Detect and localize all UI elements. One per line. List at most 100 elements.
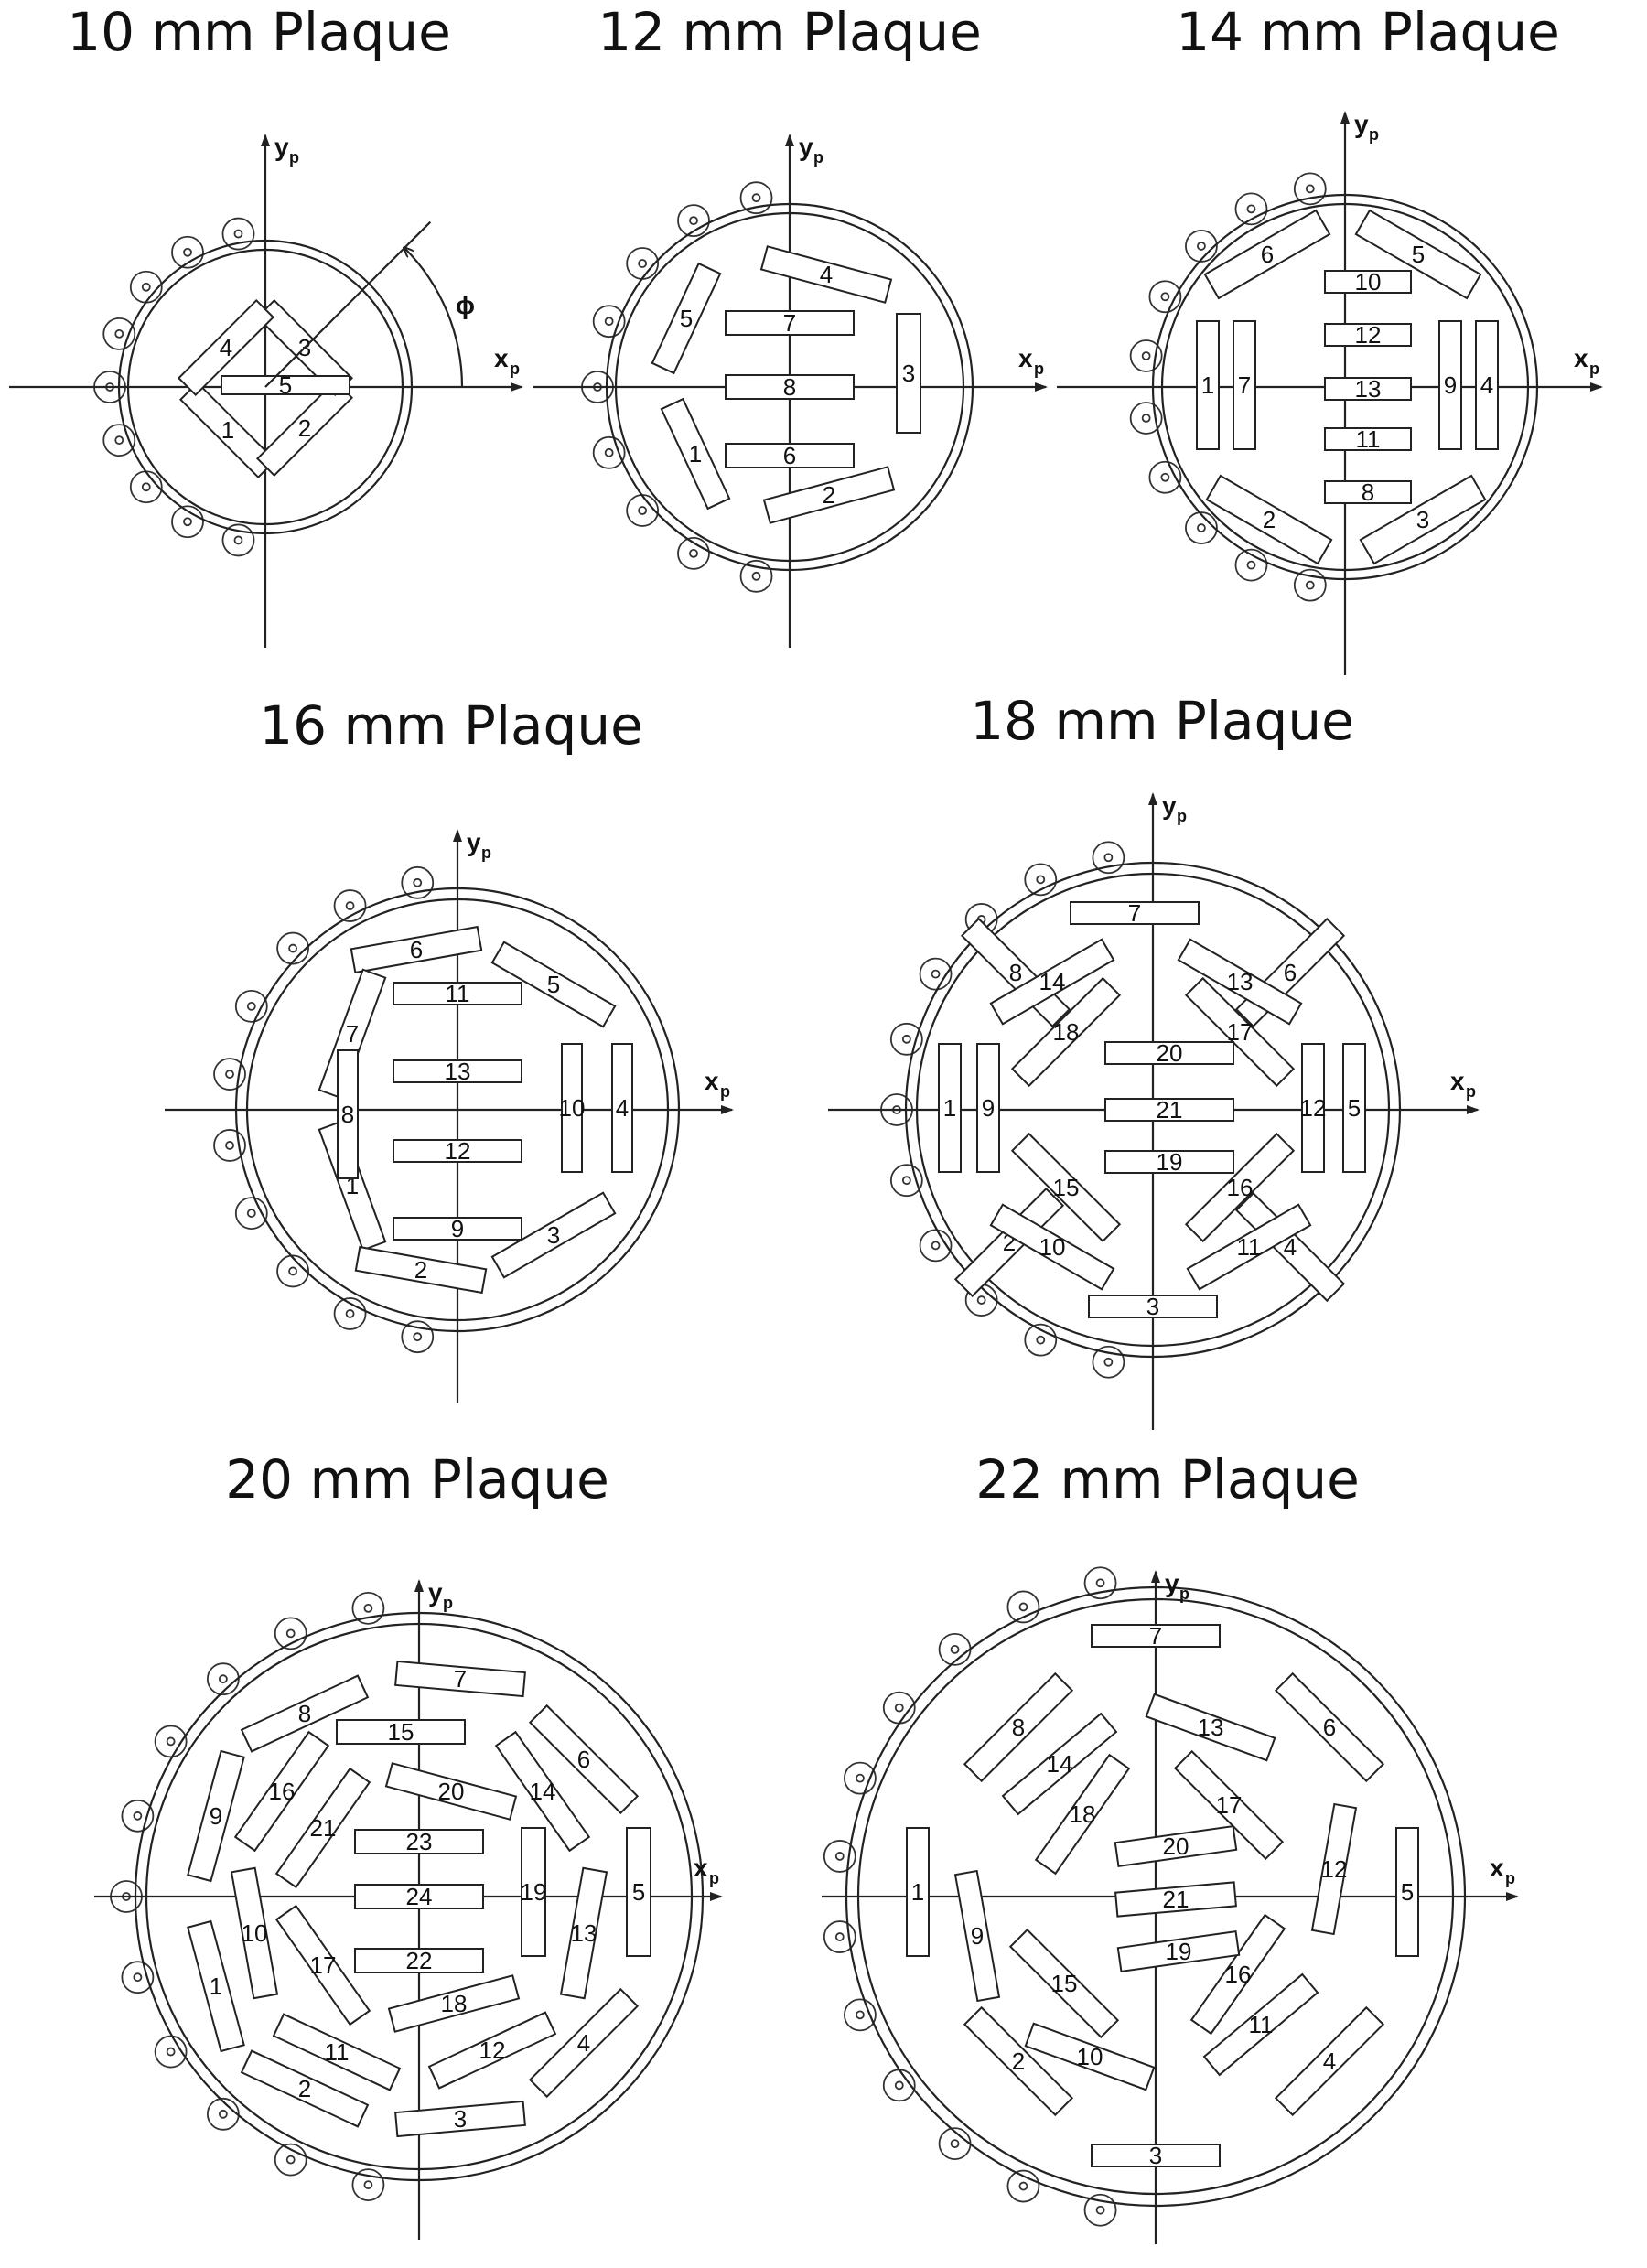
phi-ray [264,220,432,388]
seed-slot: 1 [660,397,731,511]
seed-rect [1186,1203,1312,1291]
seed-rect [528,1704,640,1815]
seed-slot: 3 [1091,2142,1221,2169]
eyelet-hole [751,571,761,581]
eyelet-hole [1141,414,1151,423]
seed-number: 17 [1216,1791,1243,1819]
seed-rect [337,1049,359,1179]
seed-rect [274,1904,371,2026]
seed-slot: 12 [1300,1043,1326,1173]
seed-number: 12 [1321,1855,1348,1883]
eyelet-hole [413,1332,423,1342]
eyelet-hole [114,328,124,339]
seed-rect [350,925,483,974]
seed-number: 10 [1077,2043,1103,2070]
seed-slot: 3 [896,313,921,434]
seed-rect [1233,320,1256,450]
seed-slot: 13 [1145,1693,1276,1762]
seed-rect [1024,2022,1156,2091]
eyelet-hole [894,2080,904,2091]
seed-number: 9 [451,1215,464,1242]
seed-rect [651,262,722,375]
seed-rect [1234,1191,1346,1303]
seed-rect [1091,2144,1221,2167]
seed-number: 19 [1166,1938,1192,1965]
seed-slot: 21 [1114,1881,1237,1918]
seed-slot: 10 [1024,2022,1156,2091]
seed-rect [221,375,350,395]
seed-number: 10 [1355,268,1382,296]
seed-rect [953,1187,1065,1298]
x-axis-label: x [1018,344,1033,372]
seed-rect [626,1827,651,1957]
seed-number: 15 [388,1718,414,1746]
seed-rect [953,1869,1001,2003]
eyelet-hole [604,447,614,457]
seed-number: 6 [410,936,423,963]
seed-rect [1177,938,1303,1026]
eyelet-hole [901,1034,911,1044]
seed-slot: 12 [427,2011,557,2090]
eyelet-hole [604,317,614,327]
seed-rect [1354,209,1482,300]
seed-number: 10 [242,1919,268,1947]
seed-slot: 11 [393,980,522,1007]
seed-slot: 2 [1205,474,1333,565]
seed-slot: 7 [725,309,855,337]
seed-rect [759,245,893,304]
seed-number: 11 [325,2038,350,2066]
seed-number: 21 [1157,1096,1183,1123]
seed-slot: 20 [1104,1039,1234,1067]
seed-slot: 6 [725,442,855,469]
seed-number: 10 [1039,1233,1066,1261]
seed-rect [1034,1753,1131,1876]
eyelet-hole [1141,351,1151,360]
eyelet-hole [901,1176,911,1186]
seed-slot: 15 [1008,1928,1120,2039]
seed-rect [1274,1671,1385,1783]
eyelet-hole [751,193,761,203]
seed-number: 21 [310,1814,337,1842]
seed-rect [336,1719,466,1745]
seed-number: 2 [823,481,835,509]
eyelet-hole [133,1972,143,1983]
seed-rect [230,1866,279,2000]
seed-slot: 4 [1475,320,1499,450]
seed-rect [528,1987,640,2099]
seed-number: 20 [1163,1833,1190,1860]
seed-number: 7 [346,1020,359,1048]
seed-number: 12 [445,1137,471,1165]
seed-slot: 24 [354,1883,484,1910]
seed-number: 6 [1284,959,1297,986]
x-axis-label: x [494,344,509,372]
seed-rect [521,1827,546,1957]
seed-number: 7 [1238,371,1251,399]
seed-slot: 5 [651,262,722,375]
seed-rect [393,1059,522,1083]
seed-slot: 8 [240,1674,370,1753]
eyelet-hole [345,1309,355,1318]
seed-number: 8 [783,373,796,401]
eyelet-hole [288,1266,297,1276]
seed-number: 15 [1053,1174,1080,1201]
y-axis-label: y [799,133,813,161]
seed-rect [274,1767,371,1889]
eyelet-hole [141,282,151,292]
eyelet-hole [288,943,297,953]
eyelet-hole [285,1628,296,1639]
seed-number: 5 [1401,1878,1414,1906]
seed-slot: 6 [1274,1671,1385,1783]
seed-slot: 5 [1354,209,1482,300]
seed-slot: 19 [521,1827,546,1957]
seed-number: 4 [1480,371,1493,399]
y-axis-subscript: p [1177,807,1187,825]
seed-rect [394,1660,526,1698]
eyelet-hole [1160,472,1170,482]
y-axis-label: y [274,133,289,161]
seed-number: 19 [1157,1148,1183,1176]
eyelet-hole [345,901,355,910]
seed-slot: 1 [938,1043,962,1173]
seed-number: 9 [210,1802,222,1830]
eyelet-hole [856,1773,865,1783]
